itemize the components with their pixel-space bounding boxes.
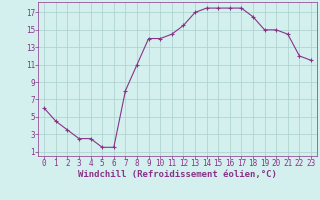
X-axis label: Windchill (Refroidissement éolien,°C): Windchill (Refroidissement éolien,°C): [78, 170, 277, 179]
